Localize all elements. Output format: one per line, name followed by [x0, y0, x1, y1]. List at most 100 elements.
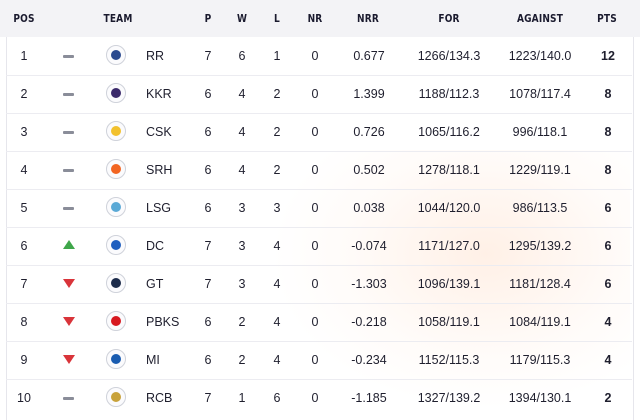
row-against: 986/113.5 — [512, 201, 568, 215]
row-for: 1327/139.2 — [417, 391, 481, 405]
row-lost: 1 — [273, 49, 281, 63]
row-played: 6 — [204, 201, 212, 215]
team-name[interactable]: RR — [146, 49, 165, 63]
team-name[interactable]: PBKS — [146, 315, 180, 329]
header-for[interactable]: FOR — [438, 12, 460, 25]
table-row[interactable]: 10 7 1 6 0 -1.185 1327/139.2 1394/130.1 2 RCB — [0, 379, 640, 417]
trend-up-icon — [62, 227, 76, 265]
row-for: 1266/134.3 — [417, 49, 481, 63]
dc-logo-icon[interactable] — [106, 235, 126, 255]
row-nr: 0 — [311, 239, 319, 253]
row-nrr: 0.038 — [353, 201, 385, 215]
row-nrr: -0.218 — [351, 315, 387, 329]
table-row[interactable]: 1 7 6 1 0 0.677 1266/134.3 1223/140.0 12 RR — [0, 37, 640, 75]
trend-down-icon — [62, 341, 76, 379]
header-nrr[interactable]: NRR — [357, 12, 379, 25]
row-divider — [6, 75, 632, 76]
row-won: 3 — [238, 239, 246, 253]
row-pos: 3 — [20, 125, 28, 139]
row-nrr: 0.677 — [353, 49, 385, 63]
srh-logo-icon[interactable] — [106, 159, 126, 179]
row-pos: 4 — [20, 163, 28, 177]
row-nrr: 0.726 — [353, 125, 385, 139]
csk-logo-icon[interactable] — [106, 121, 126, 141]
row-played: 7 — [204, 277, 212, 291]
row-lost: 2 — [273, 87, 281, 101]
row-divider — [6, 113, 632, 114]
header-pts[interactable]: PTS — [597, 12, 617, 25]
row-nr: 0 — [311, 49, 319, 63]
rcb-logo-icon[interactable] — [106, 387, 126, 407]
row-nr: 0 — [311, 125, 319, 139]
row-divider — [6, 303, 632, 304]
table-row[interactable]: 2 6 4 2 0 1.399 1188/112.3 1078/117.4 8 KKR — [0, 75, 640, 113]
header-team[interactable]: TEAM — [103, 12, 133, 25]
row-lost: 2 — [273, 125, 281, 139]
trend-down-icon — [62, 303, 76, 341]
row-against: 1078/117.4 — [509, 87, 571, 101]
trend-same-icon — [62, 379, 76, 417]
row-nrr: -1.303 — [351, 277, 387, 291]
kkr-logo-icon[interactable] — [106, 83, 126, 103]
row-points: 8 — [604, 87, 612, 101]
row-nr: 0 — [311, 87, 319, 101]
row-played: 7 — [204, 49, 212, 63]
pbks-logo-icon[interactable] — [106, 311, 126, 331]
table-row[interactable]: 7 7 3 4 0 -1.303 1096/139.1 1181/128.4 6 GT — [0, 265, 640, 303]
row-pos: 8 — [20, 315, 28, 329]
table-row[interactable]: 5 6 3 3 0 0.038 1044/120.0 986/113.5 6 LSG — [0, 189, 640, 227]
mi-logo-icon[interactable] — [106, 349, 126, 369]
trend-down-icon — [62, 265, 76, 303]
row-nrr: -0.234 — [351, 353, 387, 367]
row-points: 4 — [604, 353, 612, 367]
row-played: 6 — [204, 353, 212, 367]
row-lost: 6 — [273, 391, 281, 405]
row-won: 4 — [238, 163, 246, 177]
row-won: 4 — [238, 87, 246, 101]
header-played[interactable]: P — [204, 12, 212, 25]
header-won[interactable]: W — [236, 12, 248, 25]
lsg-logo-icon[interactable] — [106, 197, 126, 217]
team-name[interactable]: SRH — [146, 163, 173, 177]
team-name[interactable]: GT — [146, 277, 164, 291]
header-lost[interactable]: L — [274, 12, 280, 25]
gt-logo-icon[interactable] — [106, 273, 126, 293]
table-row[interactable]: 6 7 3 4 0 -0.074 1171/127.0 1295/139.2 6 DC — [0, 227, 640, 265]
row-nr: 0 — [311, 315, 319, 329]
row-nr: 0 — [311, 163, 319, 177]
row-played: 6 — [204, 87, 212, 101]
row-for: 1152/115.3 — [418, 353, 480, 367]
team-name[interactable]: LSG — [146, 201, 172, 215]
table-row[interactable]: 8 6 2 4 0 -0.218 1058/119.1 1084/119.1 4 PBKS — [0, 303, 640, 341]
team-name[interactable]: RCB — [146, 391, 173, 405]
row-for: 1096/139.1 — [417, 277, 481, 291]
team-name[interactable]: DC — [146, 239, 165, 253]
row-for: 1065/116.2 — [418, 125, 480, 139]
team-name[interactable]: KKR — [146, 87, 172, 101]
table-row[interactable]: 3 6 4 2 0 0.726 1065/116.2 996/118.1 8 CSK — [0, 113, 640, 151]
rr-logo-icon[interactable] — [106, 45, 126, 65]
row-won: 6 — [238, 49, 246, 63]
row-won: 3 — [238, 277, 246, 291]
header-against[interactable]: AGAINST — [516, 12, 564, 25]
row-pos: 9 — [20, 353, 28, 367]
row-nr: 0 — [311, 353, 319, 367]
team-name[interactable]: CSK — [146, 125, 172, 139]
row-played: 6 — [204, 315, 212, 329]
row-nrr: 0.502 — [353, 163, 385, 177]
row-nrr: -1.185 — [351, 391, 387, 405]
table-row[interactable]: 4 6 4 2 0 0.502 1278/118.1 1229/119.1 8 SRH — [0, 151, 640, 189]
header-nr[interactable]: NR — [307, 12, 323, 25]
row-against: 1084/119.1 — [509, 315, 571, 329]
trend-same-icon — [62, 37, 76, 75]
table-header: POS TEAM P W L NR NRR FOR AGAINST PTS — [0, 0, 640, 37]
row-lost: 4 — [273, 353, 281, 367]
row-played: 7 — [204, 239, 212, 253]
row-against: 1295/139.2 — [508, 239, 572, 253]
header-pos[interactable]: POS — [13, 12, 35, 25]
row-lost: 3 — [273, 201, 281, 215]
row-points: 6 — [604, 277, 612, 291]
team-name[interactable]: MI — [146, 353, 160, 367]
row-nr: 0 — [311, 201, 319, 215]
table-row[interactable]: 9 6 2 4 0 -0.234 1152/115.3 1179/115.3 4 MI — [0, 341, 640, 379]
